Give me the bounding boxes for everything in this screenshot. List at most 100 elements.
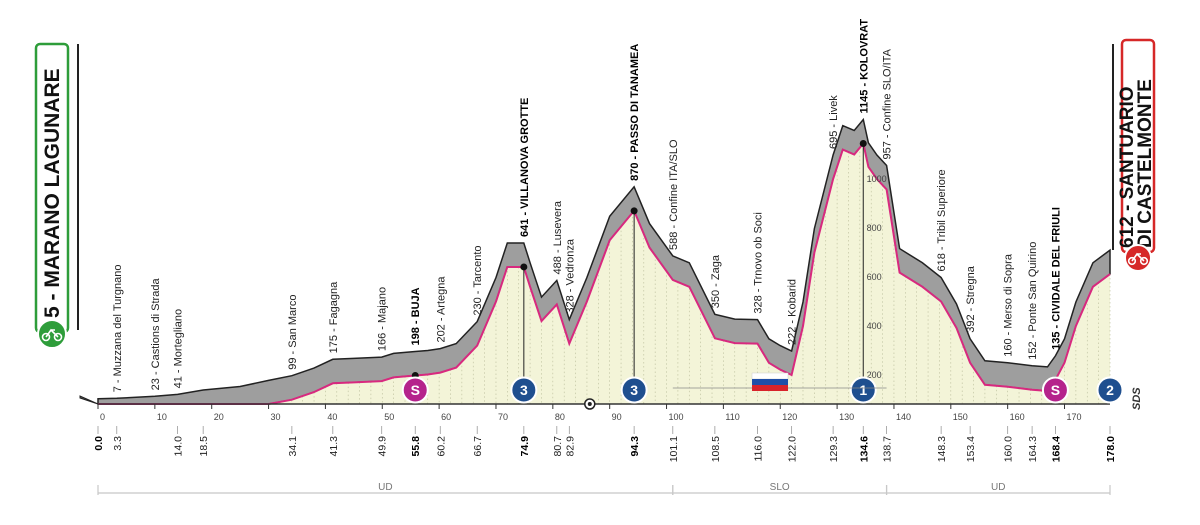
start-label: 5 - MARANO LAGUNARE (41, 68, 64, 318)
region-label: UD (991, 482, 1005, 493)
altitude-tick-label: 400 (867, 321, 882, 331)
slovenia-flag-red (752, 385, 789, 391)
altitude-tick-label: 200 (867, 370, 882, 380)
finish-name-line1: SANTUARIO (1117, 86, 1138, 199)
waypoint-label: 23 - Castions di Strada (150, 278, 162, 391)
km-mark-label: 101.1 (668, 436, 680, 462)
start-wall (79, 395, 99, 405)
slovenia-flag-blue (752, 379, 789, 385)
waypoint-label: 99 - San Marco (287, 295, 299, 370)
km-mark-label: 80.7 (552, 436, 564, 457)
km-mark-label: 108.5 (710, 436, 722, 462)
finish-altitude: 612 (1117, 216, 1138, 248)
km-mark-label: 60.2 (435, 436, 447, 457)
km-mark-label: 18.5 (198, 436, 210, 457)
km-mark-label: 178.0 (1105, 436, 1117, 462)
climb-marker (849, 376, 877, 404)
km-mark-label: 82.9 (564, 436, 576, 457)
waypoint-label: 160 - Merso di Sopra (1003, 253, 1015, 357)
waypoint-labels: 7 - Muzzana del Turgnano 23 - Castions di… (112, 19, 1063, 393)
waypoint-label: 198 - BUJA (410, 287, 422, 345)
altitude-tick-label: 1000 (867, 174, 887, 184)
waypoint-label: 152 - Ponte San Quirino (1027, 242, 1039, 360)
altitude-tick-label: 800 (867, 223, 882, 233)
climb-marker (1096, 376, 1124, 404)
sprint-marker (401, 376, 429, 404)
km-mark-label: 168.4 (1050, 436, 1062, 462)
bike-icon (41, 328, 63, 342)
km-axis-tick-label: 140 (896, 412, 911, 422)
km-mark-label: 122.0 (787, 436, 799, 462)
km-axis-tick-label: 50 (384, 412, 394, 422)
waypoint-label: 695 - Livek (828, 95, 840, 149)
marker-label: S (411, 382, 420, 398)
profile-line (98, 141, 1111, 405)
km-axis-tick-label: 110 (725, 412, 739, 422)
km-axis-tick-label: 120 (782, 412, 797, 422)
km-marks: 0.0 3.3 14.0 18.5 34.1 41.3 49.9 55.8 60.2 66.7 74… (93, 426, 1117, 462)
waypoint-label: 41 - Mortegliano (173, 309, 185, 389)
km-mark-label: 164.3 (1027, 436, 1039, 462)
km-mark-label: 55.8 (410, 436, 422, 457)
marker-label: 2 (1106, 382, 1114, 398)
waypoint-label: 588 - Confine ITA/SLO (668, 139, 680, 250)
marker-label: 3 (520, 382, 528, 398)
profile-pink-line (98, 141, 1111, 405)
km-axis-tick-label: 40 (327, 412, 337, 422)
marker-label: S (1051, 382, 1060, 398)
finish-cycling-icon (1124, 244, 1152, 272)
start-cycling-icon (37, 319, 67, 349)
km-axis: 0 10 20 30 40 50 60 70 80 90 100 110 120 130 140 150 160… (97, 403, 1110, 422)
km-axis-tick-label: 130 (839, 412, 854, 422)
waypoint-label: 328 - Trnovo ob Soci (753, 212, 765, 314)
marker-dot (630, 207, 638, 215)
bike-icon (1127, 252, 1149, 266)
marker-label: 1 (859, 382, 867, 398)
marker-dot (859, 139, 867, 147)
altitude-scale: 200 400 600 800 1000 (867, 174, 887, 380)
waypoint-label: 618 - Tribil Superiore (936, 169, 948, 271)
km-axis-tick-label: 170 (1067, 412, 1082, 422)
feed-zone-icon-dot (587, 402, 592, 406)
marker-dot (520, 263, 528, 271)
km-mark-label: 153.4 (965, 436, 977, 462)
km-mark-label: 0.0 (93, 436, 105, 451)
km-mark-label: 148.3 (936, 436, 948, 462)
sprint-marker (1041, 376, 1069, 404)
km-mark-label: 138.7 (882, 436, 894, 462)
km-axis-tick-label: 10 (157, 412, 167, 422)
km-axis-tick-label: 160 (1010, 412, 1025, 422)
plain-area (79, 143, 1110, 405)
km-axis-tick-label: 30 (271, 412, 281, 422)
waypoint-label: 230 - Tarcento (472, 245, 484, 315)
finish-badge: 612 - SANTUARIO DI CASTELMONTE (1112, 38, 1156, 272)
km-axis-tick-label: 100 (669, 412, 684, 422)
km-axis-tick-label: 150 (953, 412, 968, 422)
km-axis-tick-label: 70 (498, 412, 508, 422)
waypoint-label: 392 - Stregna (965, 265, 977, 333)
waypoint-label: 222 - Kobarid (787, 279, 799, 345)
km-axis-tick-label: 20 (214, 412, 224, 422)
km-mark-label: 14.0 (173, 436, 185, 457)
waypoint-label: 1145 - KOLOVRAT (858, 19, 870, 114)
waypoint-label: 202 - Artegna (435, 276, 447, 343)
waypoint-label: 870 - PASSO DI TANAMEA (629, 44, 641, 181)
km-mark-label: 34.1 (287, 436, 299, 457)
waypoint-label: 328 - Vedronza (564, 238, 576, 313)
km-mark-label: 94.3 (629, 436, 641, 457)
altitude-tick-label: 600 (867, 272, 882, 282)
waypoint-label: 350 - Zaga (710, 254, 722, 308)
region-label: SLO (770, 482, 790, 493)
climb-marker (510, 376, 538, 404)
region-bar: UD SLO UD (97, 482, 1111, 495)
region-label: UD (378, 482, 392, 493)
km-axis-tick-label: 0 (100, 412, 105, 422)
waypoint-label: 641 - VILLANOVA GROTTE (519, 98, 531, 237)
finish-label-1: 612 - SANTUARIO (1117, 86, 1138, 248)
km-mark-label: 134.6 (858, 436, 870, 462)
start-altitude: 5 (41, 306, 64, 318)
waypoint-label: 135 - CIVIDALE DEL FRIULI (1050, 207, 1062, 350)
start-badge: 5 - MARANO LAGUNARE (34, 42, 79, 349)
waypoint-label: 957 - Confine SLO/ITA (882, 48, 894, 159)
